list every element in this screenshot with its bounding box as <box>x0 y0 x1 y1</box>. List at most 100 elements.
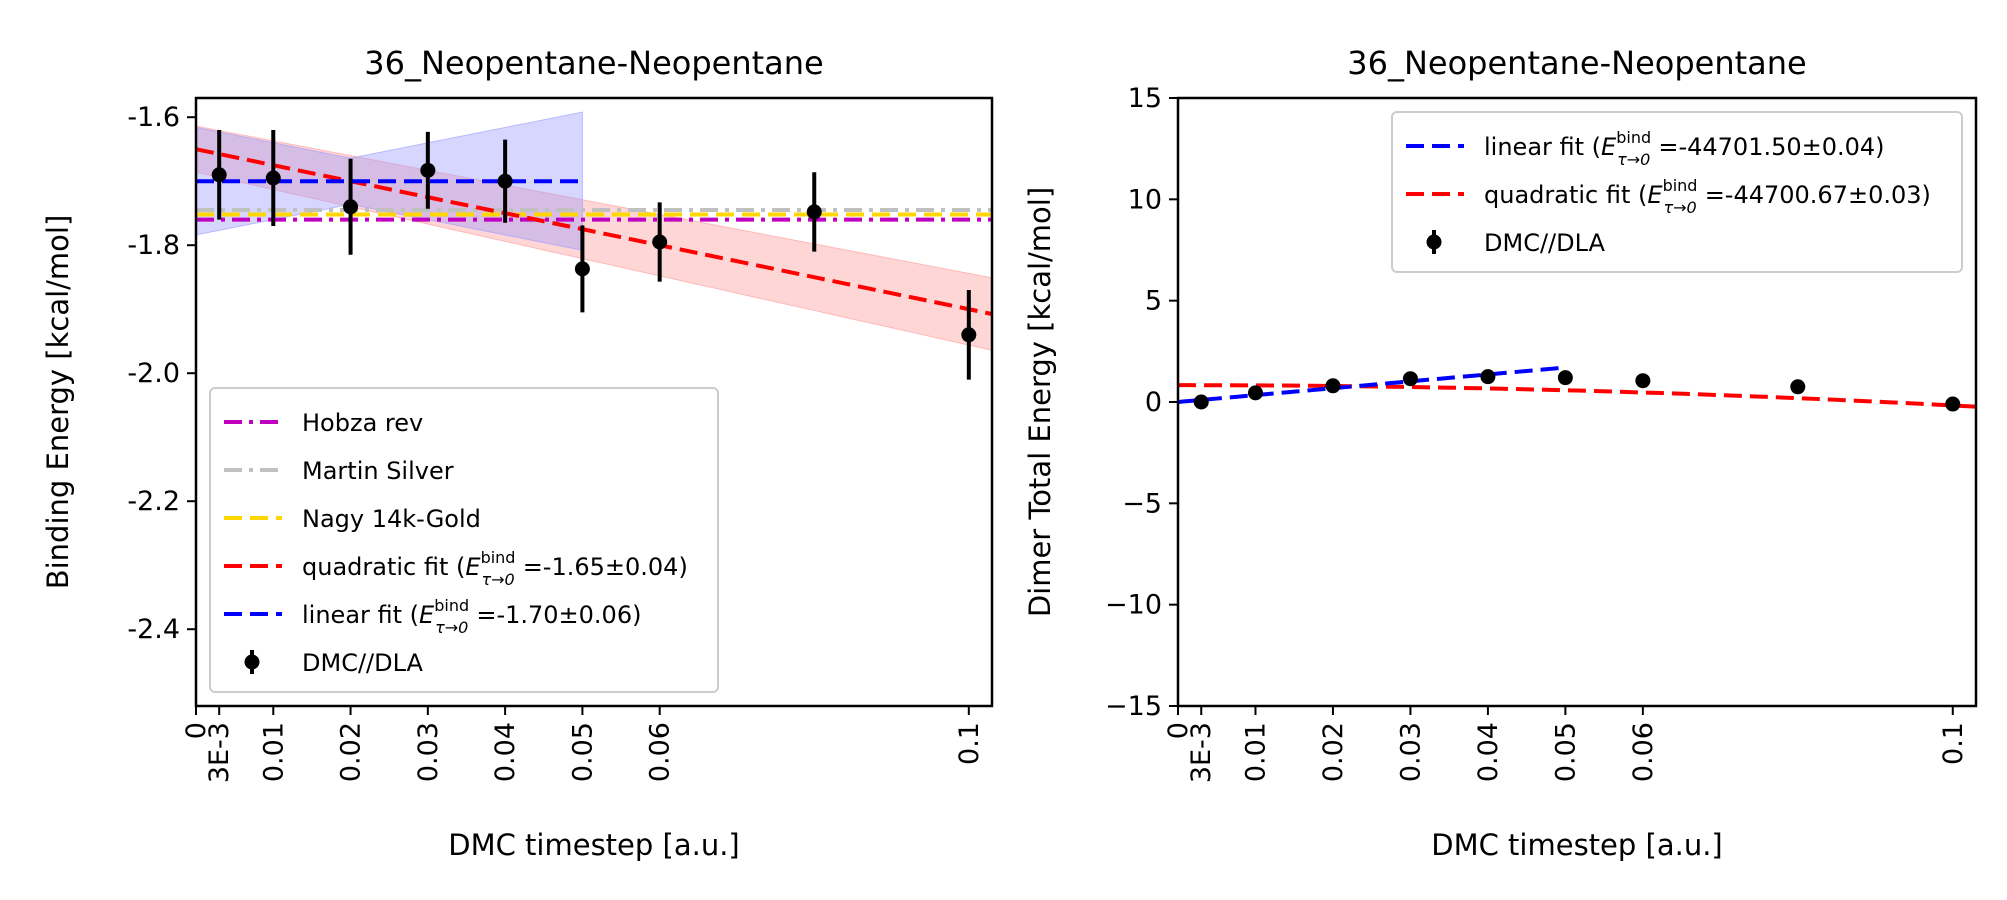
data-point <box>497 139 513 223</box>
x-tick-label: 0.02 <box>336 722 367 782</box>
legend-value: =-44701.50±0.04) <box>1658 133 1884 161</box>
x-tick-label: 0.05 <box>567 722 598 782</box>
right-chart-panel: 36_Neopentane-Neopentane151050−5−10−1503… <box>1023 44 1978 862</box>
plot-area <box>196 111 992 380</box>
y-tick-label: 0 <box>1145 387 1162 418</box>
point-marker <box>211 167 227 183</box>
legend-label: Martin Silver <box>302 457 454 485</box>
legend-entry: Martin Silver <box>224 457 454 485</box>
legend-value: =-1.70±0.06) <box>476 601 641 629</box>
x-tick-label: 0.02 <box>1318 722 1349 782</box>
point-marker <box>1557 370 1573 386</box>
point-marker <box>1480 369 1496 385</box>
point-marker <box>574 261 590 277</box>
legend-swatch-marker <box>1426 234 1442 250</box>
legend-entry: linear fit (Ebind τ→0 =-44701.50±0.04) <box>1406 128 1885 169</box>
legend-entry: quadratic fit (Ebind τ→0 =-44700.67±0.03) <box>1406 176 1931 217</box>
data-point <box>1790 379 1806 395</box>
legend-text: quadratic fit ( <box>302 553 465 581</box>
y-tick-label: 10 <box>1128 184 1162 215</box>
point-marker <box>1193 394 1209 410</box>
legend-entry: DMC//DLA <box>1426 229 1606 257</box>
legend-symbol: E <box>1601 133 1617 161</box>
quadratic-fit-line <box>1178 383 1976 409</box>
data-point <box>806 172 822 252</box>
data-point <box>1325 378 1341 394</box>
legend-entry: quadratic fit (Ebind τ→0 =-1.65±0.04) <box>224 548 688 589</box>
x-tick-label: 3E-3 <box>1186 722 1217 783</box>
point-marker <box>1402 371 1418 387</box>
point-marker <box>497 173 513 189</box>
x-tick-label: 0.04 <box>490 722 521 782</box>
x-tick-label: 0.01 <box>1240 722 1271 782</box>
legend-entry: Hobza rev <box>224 409 423 437</box>
legend-text: DMC//DLA <box>1484 229 1606 257</box>
legend-subscript: τ→0 <box>481 570 514 589</box>
data-point <box>574 225 590 313</box>
legend-subscript: τ→0 <box>1617 150 1650 169</box>
legend-label: linear fit (Ebind τ→0 =-44701.50±0.04) <box>1484 128 1885 169</box>
point-marker <box>1247 385 1263 401</box>
legend-subscript: τ→0 <box>435 618 468 637</box>
legend-box <box>1391 111 1963 273</box>
x-tick-label: 0.06 <box>1628 722 1659 782</box>
y-tick-label: -2.4 <box>127 614 180 645</box>
legend-label: quadratic fit (Ebind τ→0 =-44700.67±0.03) <box>1484 176 1931 217</box>
legend-symbol: E <box>419 601 435 629</box>
legend-value: =-1.65±0.04) <box>523 553 688 581</box>
data-point <box>1557 370 1573 386</box>
legend-text: Hobza rev <box>302 409 423 437</box>
y-tick-label: 15 <box>1128 83 1162 114</box>
legend-value: =-44700.67±0.03) <box>1705 181 1931 209</box>
y-tick-label: −15 <box>1105 691 1162 722</box>
x-tick-label: 3E-3 <box>204 722 235 783</box>
legend: linear fit (Ebind τ→0 =-44701.50±0.04)quad… <box>1391 111 1963 273</box>
y-tick-label: -2.2 <box>127 486 180 517</box>
linear-fit-line <box>1178 365 1566 404</box>
legend-superscript: bind <box>1616 128 1651 147</box>
point-marker <box>961 327 977 343</box>
data-point <box>265 130 281 226</box>
data-point <box>1402 371 1418 387</box>
y-tick-label: −10 <box>1105 590 1162 621</box>
data-point <box>420 131 436 209</box>
data-point <box>1635 373 1651 389</box>
point-marker <box>265 170 281 186</box>
legend-swatch-marker <box>244 654 260 670</box>
legend-symbol: E <box>1647 181 1663 209</box>
legend-label: linear fit (Ebind τ→0 =-1.70±0.06) <box>302 596 641 637</box>
legend-label: Nagy 14k-Gold <box>302 505 481 533</box>
legend-label: quadratic fit (Ebind τ→0 =-1.65±0.04) <box>302 548 688 589</box>
x-tick-label: 0.01 <box>258 722 289 782</box>
point-marker <box>652 234 668 250</box>
legend-text: linear fit ( <box>302 601 419 629</box>
y-tick-label: -1.8 <box>127 230 180 261</box>
data-point <box>211 130 227 220</box>
legend: Hobza rev Martin Silver Nagy 14k-Gold quadr… <box>209 387 719 693</box>
point-marker <box>343 199 359 215</box>
legend-text: DMC//DLA <box>302 649 424 677</box>
point-marker <box>420 162 436 178</box>
legend-text: linear fit ( <box>1484 133 1601 161</box>
data-point <box>343 158 359 255</box>
left-chart-panel: 36_Neopentane-Neopentane -1.6 -1.8 -2.0 -2.2… <box>41 44 994 862</box>
axes-frame <box>194 96 994 708</box>
point-marker <box>1790 379 1806 395</box>
y-tick-label: −5 <box>1122 488 1162 519</box>
legend-label: Hobza rev <box>302 409 423 437</box>
x-tick-label: 0.06 <box>645 722 676 782</box>
legend-superscript: bind <box>481 548 516 567</box>
y-axis-label: Binding Energy [kcal/mol] <box>41 215 75 590</box>
legend-entry: DMC//DLA <box>244 649 424 677</box>
legend-symbol: E <box>465 553 481 581</box>
legend-superscript: bind <box>1663 176 1698 195</box>
legend-label: DMC//DLA <box>1484 229 1606 257</box>
legend-text: quadratic fit ( <box>1484 181 1647 209</box>
x-tick-label: 0.1 <box>1938 722 1969 765</box>
x-tick-label: 0 <box>181 722 212 739</box>
x-tick-label: 0.03 <box>413 722 444 782</box>
legend-subscript: τ→0 <box>1663 198 1696 217</box>
x-axis-label: DMC timestep [a.u.] <box>448 828 740 862</box>
point-marker <box>1635 373 1651 389</box>
